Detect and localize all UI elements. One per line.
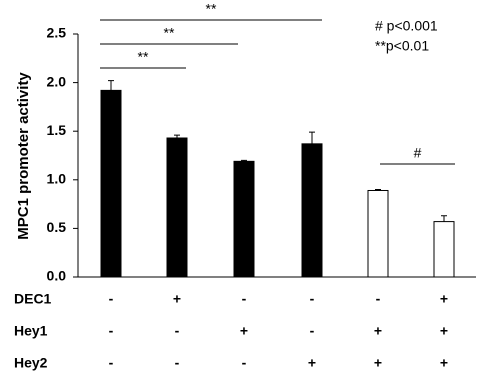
significance-label: # — [414, 145, 422, 161]
bar — [100, 89, 122, 278]
condition-value: + — [440, 323, 448, 339]
condition-value: - — [109, 291, 114, 307]
y-tick-label: 2.5 — [47, 25, 67, 41]
significance-label: ** — [138, 49, 149, 65]
legend-note: # p<0.001 — [375, 18, 438, 34]
condition-label: DEC1 — [14, 291, 52, 307]
y-tick-label: 2.0 — [47, 73, 67, 89]
condition-value: - — [242, 291, 247, 307]
condition-value: + — [308, 355, 316, 371]
condition-value: + — [374, 355, 382, 371]
y-tick-label: 0.0 — [47, 268, 67, 284]
condition-value: - — [242, 355, 247, 371]
condition-value: - — [175, 323, 180, 339]
condition-value: - — [310, 291, 315, 307]
y-axis-label: MPC1 promoter activity — [15, 72, 32, 240]
bar — [367, 189, 389, 278]
error-bar — [108, 80, 114, 91]
bar — [166, 137, 188, 278]
y-tick-label: 0.5 — [47, 219, 67, 235]
condition-value: + — [440, 291, 448, 307]
error-bar — [309, 131, 315, 144]
error-bar — [441, 215, 447, 222]
error-bar — [375, 189, 381, 191]
bar — [433, 221, 455, 278]
bar — [233, 160, 255, 278]
condition-value: + — [374, 323, 382, 339]
condition-label: Hey1 — [14, 323, 48, 339]
condition-value: + — [440, 355, 448, 371]
condition-value: - — [310, 323, 315, 339]
y-tick-label: 1.5 — [47, 122, 67, 138]
legend-note: **p<0.01 — [375, 38, 429, 54]
condition-value: - — [175, 355, 180, 371]
significance-label: ** — [164, 25, 175, 41]
condition-value: + — [240, 323, 248, 339]
significance-label: ** — [206, 1, 217, 17]
condition-value: - — [376, 291, 381, 307]
condition-value: + — [173, 291, 181, 307]
condition-value: - — [109, 323, 114, 339]
y-tick-label: 1.0 — [47, 171, 67, 187]
condition-value: - — [109, 355, 114, 371]
bar — [301, 143, 323, 278]
condition-label: Hey2 — [14, 355, 48, 371]
error-bar — [174, 134, 180, 139]
error-bar — [241, 159, 247, 162]
